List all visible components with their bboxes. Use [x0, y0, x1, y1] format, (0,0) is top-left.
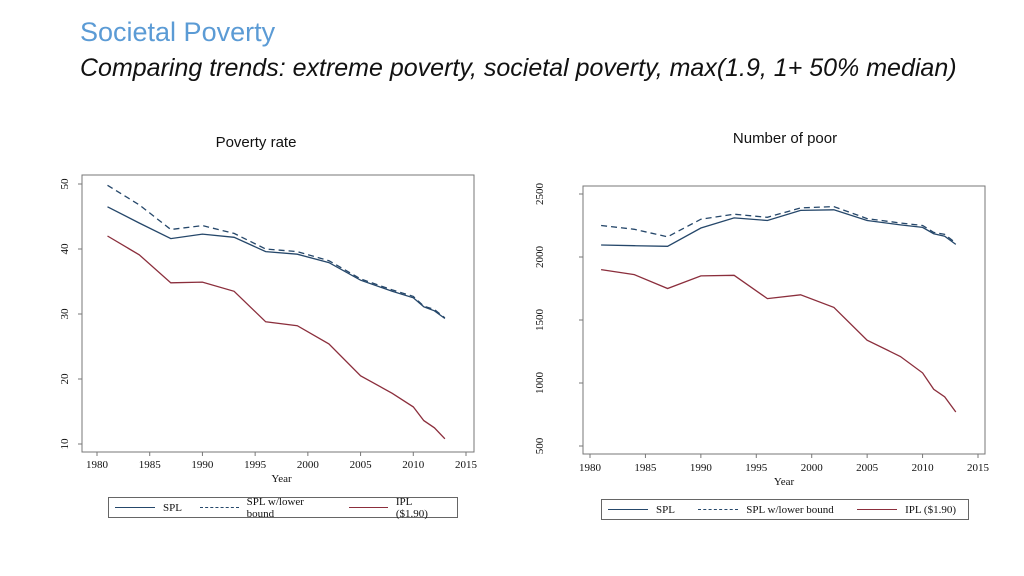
x-tick-label: 2005 [856, 462, 879, 474]
y-tick-label: 10 [59, 438, 71, 450]
x-tick-label: 2010 [402, 459, 425, 471]
y-tick-label: 20 [59, 373, 71, 385]
legend-item: SPL w/lower bound [698, 504, 834, 516]
x-tick-label: 1985 [139, 459, 162, 471]
series-line-ipl-1-90 [107, 235, 446, 440]
x-tick-label: 2015 [967, 462, 990, 474]
series-line-ipl-1-90 [601, 268, 957, 413]
legend-swatch [349, 507, 388, 508]
legend-item: SPL [115, 502, 182, 514]
legend-item: IPL ($1.90) [349, 496, 445, 520]
x-axis-label: Year [271, 473, 292, 485]
series-line-spl-w-lower-bound [107, 184, 446, 319]
legend-label: IPL ($1.90) [395, 495, 428, 520]
x-tick-label: 2000 [297, 459, 320, 471]
x-tick-label: 1995 [745, 462, 768, 474]
series-line-spl [601, 209, 957, 247]
slide-subtitle: Comparing trends: extreme poverty, socie… [80, 54, 957, 82]
series-line-spl-w-lower-bound [601, 205, 957, 244]
legend-swatch [199, 507, 239, 508]
x-tick-label: 2005 [350, 459, 373, 471]
chart-title-poverty-rate: Poverty rate [215, 134, 297, 151]
plot-frame [81, 174, 475, 453]
x-tick-label: 1980 [86, 459, 109, 471]
x-tick-label: 2015 [455, 459, 478, 471]
y-tick-label: 500 [534, 437, 546, 454]
legend-swatch [857, 509, 898, 510]
x-tick-label: 1980 [579, 462, 602, 474]
x-tick-label: 2000 [801, 462, 824, 474]
y-tick-label: 50 [59, 178, 71, 190]
y-tick-label: 1500 [534, 309, 546, 332]
slide-title: Societal Poverty [80, 17, 276, 47]
legend-item: SPL [608, 504, 675, 516]
y-tick-label: 2000 [534, 246, 546, 269]
series-line-spl [107, 206, 446, 320]
legend-swatch [698, 509, 739, 510]
legend-label: SPL [163, 501, 182, 514]
legend-swatch [608, 509, 648, 510]
chart-title-number-of-poor: Number of poor [732, 130, 838, 147]
x-tick-label: 1995 [244, 459, 267, 471]
legend-label: IPL ($1.90) [905, 503, 956, 516]
x-tick-label: 2010 [912, 462, 935, 474]
y-tick-label: 2500 [534, 183, 546, 206]
legend-item: SPL w/lower bound [199, 495, 331, 520]
x-axis-label: Year [774, 476, 795, 488]
y-tick-label: 30 [59, 308, 71, 320]
x-tick-label: 1985 [634, 462, 657, 474]
legend-label: SPL w/lower bound [746, 503, 834, 516]
legend-swatch [115, 507, 155, 508]
legend-number-of-poor: SPL SPL w/lower bound IPL ($1.90) [601, 499, 969, 520]
y-tick-label: 1000 [534, 372, 546, 395]
x-tick-label: 1990 [690, 462, 713, 474]
legend-poverty-rate: SPL SPL w/lower bound IPL ($1.90) [108, 495, 458, 520]
legend-label: SPL [656, 503, 675, 516]
y-tick-label: 40 [59, 243, 71, 255]
legend-label: SPL w/lower bound [246, 495, 304, 520]
x-tick-label: 1990 [191, 459, 214, 471]
legend-item: IPL ($1.90) [857, 504, 956, 516]
